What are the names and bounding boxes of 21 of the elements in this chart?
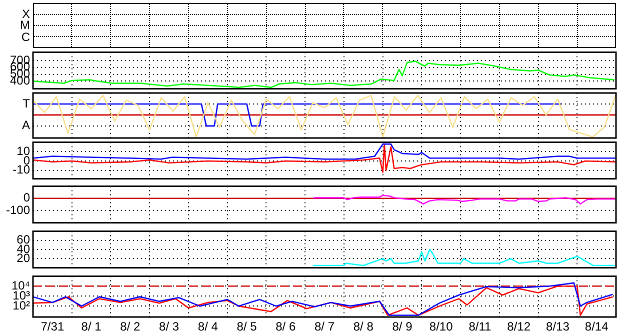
x-tick-label: 8/ 7 bbox=[314, 320, 335, 334]
y-tick-label: -100 bbox=[6, 203, 30, 218]
x-tick-label: 8/ 3 bbox=[159, 320, 180, 334]
x-tick-label: 8/14 bbox=[584, 320, 609, 334]
x-tick-label: 8/ 2 bbox=[120, 320, 140, 334]
x-tick-label: 8/ 1 bbox=[81, 320, 102, 334]
x-tick-label: 8/ 5 bbox=[236, 320, 258, 334]
x-tick-label: 8/ 9 bbox=[392, 320, 413, 334]
x-tick-label: 8/ 4 bbox=[198, 320, 218, 334]
x-tick-label: 8/ 8 bbox=[353, 320, 374, 334]
x-tick-label: 8/ 6 bbox=[276, 320, 296, 334]
y-tick-label: 0 bbox=[23, 191, 30, 206]
x-tick-label: 8/12 bbox=[507, 320, 531, 334]
text: T bbox=[22, 96, 31, 110]
x-tick-label: 8/11 bbox=[468, 320, 492, 334]
text: C bbox=[21, 30, 30, 44]
x-tick-label: 8/13 bbox=[546, 320, 570, 334]
x-tick-label: 7/31 bbox=[40, 320, 64, 334]
text: A bbox=[22, 118, 30, 132]
y-tick-label: 10² bbox=[12, 298, 30, 313]
x-tick-label: 8/10 bbox=[429, 320, 454, 334]
